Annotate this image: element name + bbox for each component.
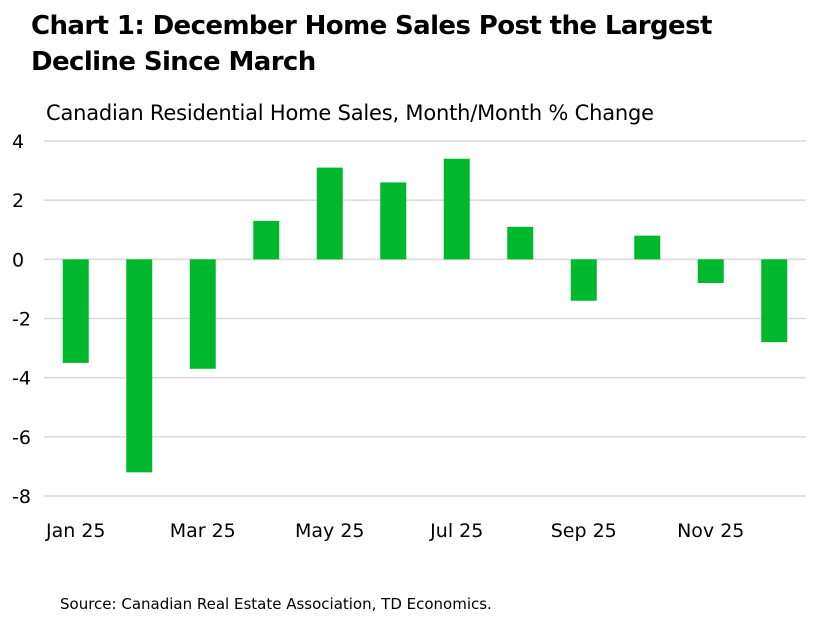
bars bbox=[62, 158, 788, 473]
bar bbox=[761, 259, 788, 343]
bar bbox=[253, 220, 280, 260]
y-tick-label: -8 bbox=[12, 486, 31, 508]
x-tick-label: Sep 25 bbox=[551, 520, 617, 542]
x-tick-label: Mar 25 bbox=[170, 520, 236, 542]
bar bbox=[697, 259, 724, 283]
y-axis-tick-labels: 4 2 0 -2 -4 -6 -8 bbox=[12, 131, 31, 508]
chart-subtitle: Canadian Residential Home Sales, Month/M… bbox=[46, 101, 654, 125]
chart-title-line-1: Chart 1: December Home Sales Post the La… bbox=[31, 11, 712, 41]
bar bbox=[380, 182, 407, 260]
y-tick-label: 0 bbox=[12, 249, 24, 271]
bar bbox=[570, 259, 597, 301]
bar bbox=[126, 259, 153, 473]
bar bbox=[316, 167, 343, 260]
x-tick-label: Jul 25 bbox=[429, 520, 483, 542]
gridlines bbox=[44, 140, 806, 497]
x-axis-tick-labels: Jan 25 Mar 25 May 25 Jul 25 Sep 25 Nov 25 bbox=[45, 520, 744, 542]
y-tick-label: 2 bbox=[12, 190, 24, 212]
bar bbox=[62, 259, 89, 363]
y-tick-label: 4 bbox=[12, 131, 24, 153]
bar bbox=[634, 235, 661, 260]
chart-title-line-2: Decline Since March bbox=[31, 47, 316, 77]
x-tick-label: Nov 25 bbox=[677, 520, 744, 542]
y-tick-label: -6 bbox=[12, 427, 31, 449]
source-note: Source: Canadian Real Estate Association… bbox=[60, 595, 492, 613]
bar bbox=[189, 259, 216, 369]
x-tick-label: Jan 25 bbox=[45, 520, 106, 542]
y-tick-label: -4 bbox=[12, 368, 31, 390]
bar bbox=[507, 226, 534, 260]
y-tick-label: -2 bbox=[12, 309, 31, 331]
bar bbox=[443, 158, 470, 260]
x-tick-label: May 25 bbox=[295, 520, 365, 542]
chart-title: Chart 1: December Home Sales Post the La… bbox=[31, 8, 811, 80]
